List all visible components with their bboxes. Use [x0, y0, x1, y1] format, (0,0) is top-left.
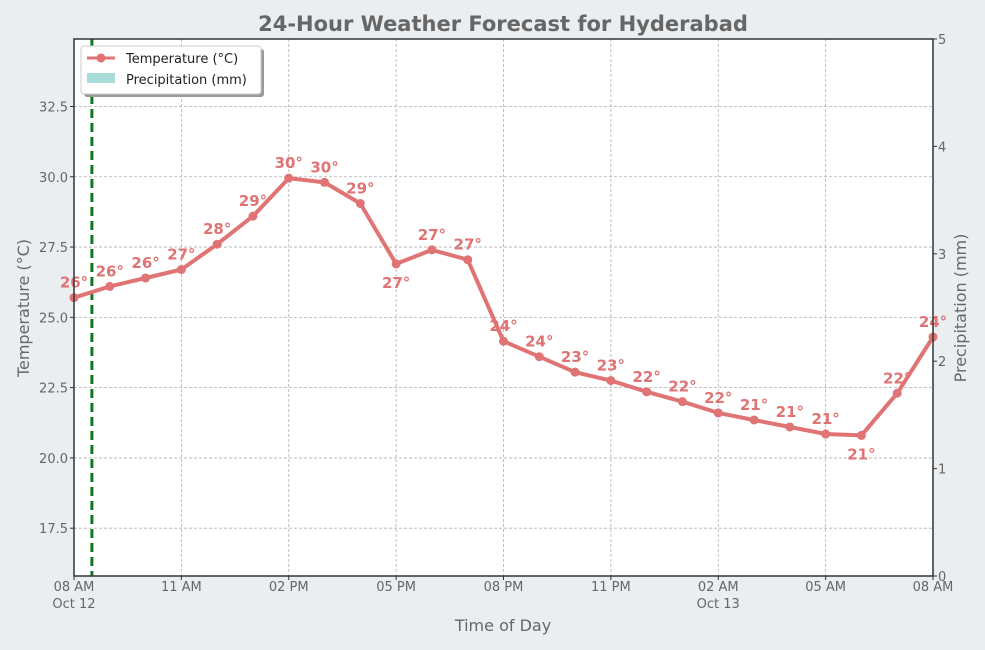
temperature-point — [141, 273, 151, 283]
temperature-point — [427, 245, 437, 255]
temperature-point — [176, 265, 186, 275]
temperature-series — [69, 173, 938, 440]
temperature-data-label: 29° — [346, 179, 374, 197]
temperature-data-label: 21° — [847, 445, 875, 463]
chart-title: 24-Hour Weather Forecast for Hyderabad — [258, 12, 748, 36]
legend-temperature-label: Temperature (°C) — [125, 52, 238, 67]
temperature-data-label: 23° — [561, 348, 589, 366]
temperature-data-label: 24° — [525, 333, 553, 351]
temperature-point — [499, 336, 508, 346]
temperature-point — [892, 388, 902, 398]
temperature-data-label: 24° — [489, 317, 517, 335]
temperature-data-label: 23° — [597, 357, 625, 375]
y-tick-label: 30.0 — [39, 171, 68, 186]
x-tick-label: 08 PM — [484, 580, 524, 595]
temperature-point — [856, 430, 866, 440]
temperature-data-label: 22° — [883, 369, 911, 387]
x-tick-label: 02 PM — [269, 580, 309, 595]
y2-axis-label: Precipitation (mm) — [951, 234, 970, 383]
legend-temperature-marker — [96, 53, 106, 63]
y-tick-label: 20.0 — [39, 452, 68, 467]
temperature-point — [606, 376, 616, 386]
temperature-data-label: 22° — [632, 368, 660, 386]
temperature-data-label: 27° — [167, 246, 195, 264]
temperature-point — [105, 281, 115, 291]
y-axis-ticks: 17.5 20.0 22.5 25.0 27.5 30.0 32.5 — [39, 100, 74, 537]
temperature-data-label: 26° — [96, 262, 124, 280]
temperature-point — [212, 239, 222, 249]
y2-tick-label: 3 — [938, 248, 946, 263]
y-tick-label: 22.5 — [39, 382, 68, 397]
y2-tick-label: 1 — [938, 463, 946, 478]
temperature-point — [534, 352, 544, 362]
temperature-point — [749, 415, 759, 425]
temperature-point — [355, 198, 365, 208]
y-tick-label: 27.5 — [39, 241, 68, 256]
y2-tick-label: 0 — [938, 570, 946, 585]
x-tick-date-label: Oct 13 — [697, 597, 740, 612]
x-tick-label: 05 PM — [376, 580, 416, 595]
temperature-data-label: 21° — [776, 403, 804, 421]
y2-axis-ticks: 0 1 2 3 4 5 — [933, 33, 946, 585]
temperature-point — [320, 177, 330, 187]
y2-tick-label: 4 — [938, 140, 946, 155]
temperature-point — [570, 367, 580, 377]
x-axis-label: Time of Day — [454, 616, 551, 635]
temperature-point — [642, 387, 652, 397]
legend-precipitation-swatch — [87, 73, 115, 83]
legend-precipitation-label: Precipitation (mm) — [126, 73, 247, 88]
x-tick-label: 08 AM — [54, 580, 95, 595]
y2-tick-label: 5 — [938, 33, 946, 48]
temperature-point — [713, 408, 723, 418]
temperature-data-label: 30° — [310, 158, 338, 176]
temperature-point — [463, 255, 473, 265]
x-tick-label: 08 AM — [913, 580, 954, 595]
temperature-data-label: 27° — [454, 236, 482, 254]
temperature-data-label: 22° — [668, 378, 696, 396]
x-tick-label: 05 AM — [805, 580, 846, 595]
temperature-data-label: 21° — [811, 410, 839, 428]
temperature-point — [391, 259, 401, 269]
temperature-point — [248, 211, 258, 221]
temperature-point — [785, 422, 795, 432]
x-tick-label: 02 AM — [698, 580, 739, 595]
y2-tick-label: 2 — [938, 355, 946, 370]
x-axis-ticks: 08 AM Oct 12 11 AM 02 PM 05 PM 08 PM 11 PM 02 A… — [52, 576, 953, 612]
temperature-data-label: 28° — [203, 220, 231, 238]
temperature-data-label: 22° — [704, 389, 732, 407]
legend: Temperature (°C) Precipitation (mm) — [80, 45, 264, 97]
temperature-point — [284, 173, 294, 183]
temperature-data-label: 27° — [382, 274, 410, 292]
temperature-data-label: 30° — [275, 154, 303, 172]
temperature-data-label: 29° — [239, 192, 267, 210]
x-tick-label: 11 PM — [591, 580, 631, 595]
x-tick-label: 11 AM — [161, 580, 202, 595]
y-axis-label: Temperature (°C) — [14, 239, 33, 378]
y-tick-label: 32.5 — [39, 100, 68, 115]
temperature-data-label: 21° — [740, 396, 768, 414]
y-tick-label: 17.5 — [39, 522, 68, 537]
x-tick-date-label: Oct 12 — [52, 597, 95, 612]
temperature-point — [821, 429, 831, 439]
legend-box — [80, 45, 262, 95]
temperature-data-label: 26° — [131, 254, 159, 272]
temperature-data-label: 27° — [418, 226, 446, 244]
y-tick-label: 25.0 — [39, 311, 68, 326]
temperature-point — [677, 397, 687, 407]
